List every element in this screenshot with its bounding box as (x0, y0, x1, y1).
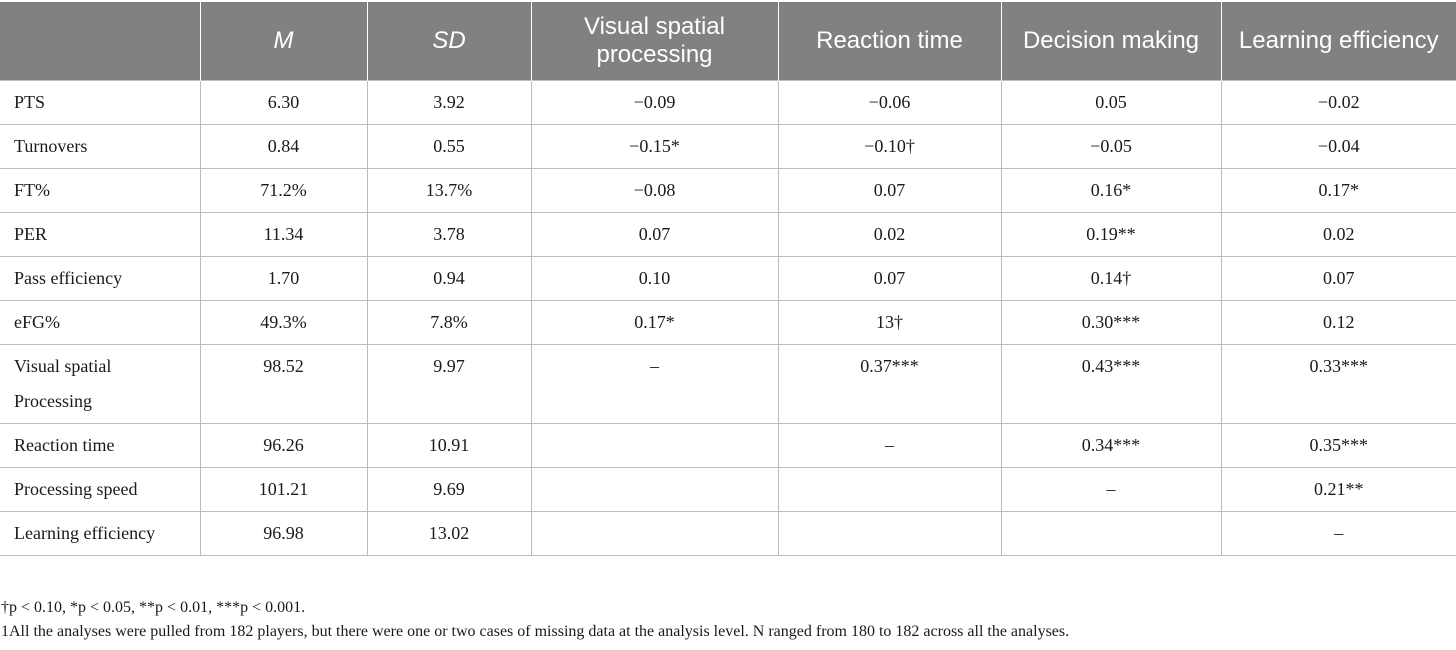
row-label: Learning efficiency (0, 510, 201, 556)
table-cell (530, 422, 779, 468)
table-cell: −0.10† (777, 123, 1002, 169)
table-cell: – (530, 343, 779, 424)
table-footnotes: †p < 0.10, *p < 0.05, **p < 0.01, ***p <… (0, 596, 1456, 644)
table-cell: 13.02 (366, 510, 532, 556)
table-cell (530, 466, 779, 512)
table-cell: 3.78 (366, 211, 532, 257)
table-cell: 0.55 (366, 123, 532, 169)
table-cell: 0.37*** (777, 343, 1002, 424)
table-cell: – (777, 422, 1002, 468)
row-label: PER (0, 211, 201, 257)
header-cell-blank (0, 2, 200, 80)
table-row: FT% 71.2% 13.7% −0.08 0.07 0.16* 0.17* (0, 167, 1456, 213)
header-cell-visual-spatial: Visual spatial processing (530, 2, 778, 80)
table-cell: −0.02 (1220, 79, 1456, 125)
table-cell (777, 510, 1002, 556)
row-label: Reaction time (0, 422, 201, 468)
table-cell: −0.05 (1000, 123, 1222, 169)
table-cell: 0.30*** (1000, 299, 1222, 345)
table-cell (530, 510, 779, 556)
table-cell: 0.07 (777, 167, 1002, 213)
table-cell: 0.02 (777, 211, 1002, 257)
table-cell: – (1000, 466, 1222, 512)
table-cell: 96.98 (199, 510, 368, 556)
table-cell: 96.26 (199, 422, 368, 468)
table-cell: 0.07 (1220, 255, 1456, 301)
table-cell: −0.15* (530, 123, 779, 169)
table-cell: 0.14† (1000, 255, 1222, 301)
row-label: Visual spatial Processing (0, 343, 201, 424)
significance-note: †p < 0.10, *p < 0.05, **p < 0.01, ***p <… (1, 599, 306, 616)
table-cell: 13† (777, 299, 1002, 345)
header-cell-decision-making: Decision making (1000, 2, 1221, 80)
row-label: Processing speed (0, 466, 201, 512)
table-cell: 0.84 (199, 123, 368, 169)
table-cell: 0.43*** (1000, 343, 1222, 424)
table-cell: 0.17* (530, 299, 779, 345)
table-cell: 98.52 (199, 343, 368, 424)
table-row: Reaction time 96.26 10.91 – 0.34*** 0.35… (0, 422, 1456, 468)
table-cell: 49.3% (199, 299, 368, 345)
table-cell: 9.69 (366, 466, 532, 512)
table-cell: 3.92 (366, 79, 532, 125)
table-row: Learning efficiency 96.98 13.02 – (0, 510, 1456, 556)
table-cell: 0.16* (1000, 167, 1222, 213)
correlation-table: M SD Visual spatial processing Reaction … (0, 2, 1456, 556)
table-cell: 13.7% (366, 167, 532, 213)
table-cell: – (1220, 510, 1456, 556)
row-label: eFG% (0, 299, 201, 345)
table-cell (777, 466, 1002, 512)
table-cell: 10.91 (366, 422, 532, 468)
table-cell: 9.97 (366, 343, 532, 424)
table-cell: 1.70 (199, 255, 368, 301)
table-row: Visual spatial Processing 98.52 9.97 – 0… (0, 343, 1456, 424)
table-cell: 7.8% (366, 299, 532, 345)
table-cell: 101.21 (199, 466, 368, 512)
header-cell-mean: M (199, 2, 367, 80)
table-cell: 0.02 (1220, 211, 1456, 257)
table-cell: −0.08 (530, 167, 779, 213)
table-cell: 0.05 (1000, 79, 1222, 125)
row-label: FT% (0, 167, 201, 213)
header-cell-reaction-time: Reaction time (777, 2, 1001, 80)
table-cell: 0.07 (530, 211, 779, 257)
table-cell: 0.94 (366, 255, 532, 301)
table-cell: −0.06 (777, 79, 1002, 125)
table-cell: 0.12 (1220, 299, 1456, 345)
table-cell: 0.21** (1220, 466, 1456, 512)
table-row: Turnovers 0.84 0.55 −0.15* −0.10† −0.05 … (0, 123, 1456, 169)
row-label: PTS (0, 79, 201, 125)
table-cell: 71.2% (199, 167, 368, 213)
row-label: Turnovers (0, 123, 201, 169)
table-cell: 6.30 (199, 79, 368, 125)
table-row: eFG% 49.3% 7.8% 0.17* 13† 0.30*** 0.12 (0, 299, 1456, 345)
table-row: PTS 6.30 3.92 −0.09 −0.06 0.05 −0.02 (0, 79, 1456, 125)
table-cell: 0.07 (777, 255, 1002, 301)
table-cell: −0.09 (530, 79, 779, 125)
table-row: PER 11.34 3.78 0.07 0.02 0.19** 0.02 (0, 211, 1456, 257)
table-header-row: M SD Visual spatial processing Reaction … (0, 2, 1456, 80)
table-cell: 0.33*** (1220, 343, 1456, 424)
table-cell: 11.34 (199, 211, 368, 257)
table-row: Processing speed 101.21 9.69 – 0.21** (0, 466, 1456, 512)
table-row: Pass efficiency 1.70 0.94 0.10 0.07 0.14… (0, 255, 1456, 301)
table-cell: 0.34*** (1000, 422, 1222, 468)
table-cell (1000, 510, 1222, 556)
sample-note: 1All the analyses were pulled from 182 p… (1, 623, 1070, 640)
table-cell: −0.04 (1220, 123, 1456, 169)
table-cell: 0.19** (1000, 211, 1222, 257)
table-cell: 0.17* (1220, 167, 1456, 213)
table-cell: 0.10 (530, 255, 779, 301)
header-cell-sd: SD (366, 2, 531, 80)
row-label: Pass efficiency (0, 255, 201, 301)
header-cell-learning-efficiency: Learning efficiency (1220, 2, 1456, 80)
table-cell: 0.35*** (1220, 422, 1456, 468)
